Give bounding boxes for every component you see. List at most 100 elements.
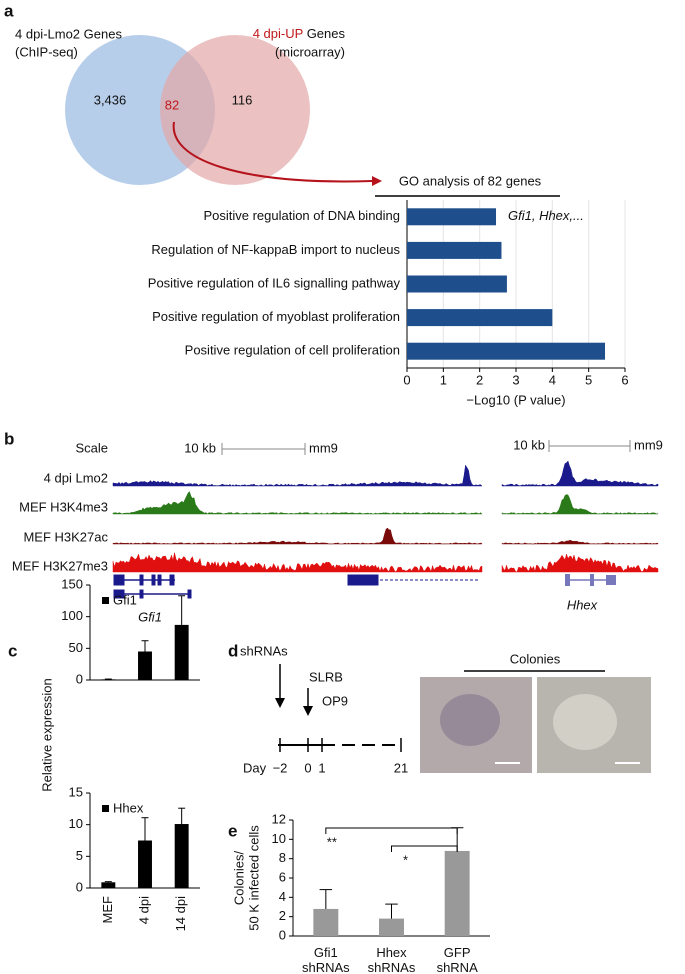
timeline-ticks (279, 738, 402, 752)
track-label: MEF H3K27me3 (12, 558, 108, 573)
scale-bar-label: 10 kb (513, 437, 545, 452)
bar (101, 882, 116, 888)
day-tick: 1 (318, 760, 325, 775)
y-tick-label: 150 (61, 576, 83, 591)
bar (444, 850, 470, 936)
colony (440, 694, 500, 746)
x-tick-label: MEF (100, 896, 115, 924)
bar (379, 918, 404, 936)
y-tick-label: 0 (76, 671, 83, 686)
panel-label: a (4, 1, 14, 20)
genome-label: mm9 (634, 437, 663, 452)
venn-title-rest: Genes (307, 26, 346, 41)
colony (553, 694, 617, 750)
arrow-head (275, 698, 285, 708)
arrow (172, 121, 373, 183)
x-tick-label: 5 (585, 372, 592, 387)
y-axis-label: Relative expression (39, 678, 54, 791)
panel-label: c (8, 641, 17, 660)
x-tick-label: 3 (512, 372, 519, 387)
venn-title-red: 4 dpi-UP (253, 26, 303, 41)
x-tick-label: 1 (440, 372, 447, 387)
arrow-head (303, 706, 313, 716)
annotation: Gfi1, Hhex,... (508, 208, 584, 223)
schematic-label: shRNAs (240, 643, 288, 658)
images-title: Colonies (510, 651, 561, 666)
track-label: 4 dpi Lmo2 (44, 470, 108, 485)
panel-label: d (228, 641, 238, 660)
bar (407, 275, 507, 293)
x-tick-label: 4 (549, 372, 556, 387)
arrow-head (372, 176, 382, 186)
scale-bar-label: 10 kb (184, 440, 216, 455)
venn-subtitle: (microarray) (275, 44, 345, 59)
signal-track (501, 494, 659, 515)
venn-right (160, 35, 310, 185)
y-tick-label: 0 (279, 927, 286, 942)
y-tick-label: 6 (279, 869, 286, 884)
bar (138, 840, 152, 888)
x-tick-label-line: Gfi1 (314, 945, 338, 960)
signal-track (501, 540, 659, 545)
bar (407, 208, 497, 226)
category-label: Positive regulation of myoblast prolifer… (152, 309, 400, 324)
x-axis-label: −Log10 (P value) (466, 392, 565, 407)
x-tick-label: GFP shRNA (437, 945, 479, 974)
venn-count: 82 (165, 97, 179, 112)
category-label: Positive regulation of IL6 signalling pa… (148, 275, 401, 290)
legend-label: Hhex (113, 800, 144, 815)
y-axis-label: 50 K infected cells (246, 825, 261, 931)
signal-track (112, 464, 483, 487)
bar (101, 679, 116, 680)
bar (313, 908, 339, 936)
category-label: Regulation of NF-kappaB import to nucleu… (151, 242, 400, 257)
signal-track (501, 553, 659, 573)
legend-label: Gfi1 (113, 592, 137, 607)
x-tick-label: 0 (403, 372, 410, 387)
schematic-label: Day (243, 760, 267, 775)
bar (174, 824, 189, 888)
y-tick-label: 0 (76, 879, 83, 894)
x-tick-label: Hhex shRNAs (368, 945, 416, 974)
y-tick-label: 15 (69, 784, 83, 799)
track-label: MEF H3K4me3 (19, 499, 108, 514)
bar (407, 241, 502, 259)
schematic-label: OP9 (322, 693, 348, 708)
panel-label: b (4, 429, 14, 448)
x-tick-label-line: shRNAs (368, 960, 416, 974)
significance-label: * (403, 852, 408, 867)
bar (138, 651, 152, 680)
category-label: Positive regulation of cell proliferatio… (185, 343, 400, 358)
gene-models (113, 574, 616, 599)
venn-title: 4 dpi-UP Genes (253, 26, 346, 41)
day-tick: 21 (394, 760, 408, 775)
bar (174, 624, 189, 680)
legend-swatch (102, 805, 109, 812)
y-tick-label: 5 (76, 848, 83, 863)
venn-count: 116 (232, 92, 253, 107)
day-tick: 0 (304, 760, 311, 775)
bar (407, 342, 606, 360)
x-tick-label: 14 dpi (173, 896, 188, 932)
x-tick-label-line: Hhex (376, 945, 407, 960)
panel-label: e (228, 821, 237, 840)
y-tick-label: 50 (69, 640, 83, 655)
venn-title: 4 dpi-Lmo2 Genes (15, 26, 122, 41)
x-tick-label: Gfi1 shRNAs (302, 945, 350, 974)
y-axis-label: Colonies/ (231, 851, 246, 906)
signal-track (112, 491, 483, 515)
gene-label: Hhex (567, 597, 598, 612)
y-tick-label: 12 (272, 811, 286, 826)
chart-title: GO analysis of 82 genes (399, 173, 542, 188)
track-label: MEF H3K27ac (23, 529, 108, 544)
scale-label: Scale (75, 440, 108, 455)
y-tick-label: 10 (272, 831, 286, 846)
y-tick-label: 8 (279, 850, 286, 865)
signal-track (112, 527, 483, 545)
significance-label: ** (327, 834, 337, 849)
signal-track (501, 460, 659, 487)
gene-label: Gfi1 (138, 609, 162, 624)
genome-label: mm9 (309, 440, 338, 455)
category-label: Positive regulation of DNA binding (203, 208, 400, 223)
